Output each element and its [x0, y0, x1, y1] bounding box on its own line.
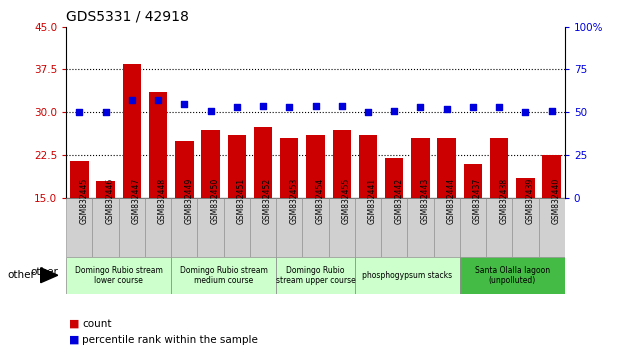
Point	[74, 110, 85, 115]
Bar	[306, 135, 325, 198]
Bar	[171, 198, 198, 257]
Text: GDS5331 / 42918: GDS5331 / 42918	[66, 9, 189, 23]
Text: GSM832440: GSM832440	[551, 178, 560, 224]
Bar	[516, 178, 534, 198]
Bar	[512, 198, 538, 257]
Text: other: other	[7, 270, 35, 280]
Bar	[276, 257, 355, 294]
Text: other: other	[31, 267, 59, 277]
Bar	[66, 257, 171, 294]
Bar	[175, 141, 194, 198]
Bar	[490, 138, 509, 198]
Bar	[460, 198, 486, 257]
Text: Santa Olalla lagoon
(unpolluted): Santa Olalla lagoon (unpolluted)	[475, 266, 550, 285]
Text: GSM832437: GSM832437	[473, 178, 482, 224]
Text: Domingo Rubio stream
lower course: Domingo Rubio stream lower course	[75, 266, 163, 285]
Bar	[333, 130, 351, 198]
Bar	[119, 198, 145, 257]
Bar	[97, 181, 115, 198]
Bar	[433, 198, 460, 257]
Text: GSM832449: GSM832449	[184, 178, 193, 224]
Bar	[198, 198, 223, 257]
Text: phosphogypsum stacks: phosphogypsum stacks	[362, 271, 452, 280]
Text: ■: ■	[69, 335, 80, 345]
Point	[494, 104, 504, 110]
Bar	[93, 198, 119, 257]
Bar	[329, 198, 355, 257]
Text: GSM832443: GSM832443	[420, 178, 430, 224]
Bar	[276, 198, 302, 257]
Bar	[171, 257, 276, 294]
Text: GSM832439: GSM832439	[526, 178, 534, 224]
Text: GSM832453: GSM832453	[289, 178, 298, 224]
Point	[284, 104, 294, 110]
Point	[521, 110, 531, 115]
Text: GSM832447: GSM832447	[132, 178, 141, 224]
Bar	[122, 64, 141, 198]
Bar	[381, 198, 408, 257]
Bar	[460, 257, 565, 294]
Bar	[145, 198, 171, 257]
Text: GSM832438: GSM832438	[499, 178, 508, 224]
Point	[442, 106, 452, 112]
Bar	[408, 198, 433, 257]
Bar	[250, 198, 276, 257]
Text: GSM832454: GSM832454	[316, 178, 324, 224]
Text: GSM832450: GSM832450	[211, 178, 220, 224]
Text: GSM832452: GSM832452	[263, 178, 272, 224]
Bar	[355, 257, 460, 294]
Text: percentile rank within the sample: percentile rank within the sample	[82, 335, 258, 345]
Bar	[538, 198, 565, 257]
Bar	[280, 138, 298, 198]
Point	[468, 104, 478, 110]
Bar	[66, 198, 93, 257]
Point	[179, 101, 189, 107]
Text: GSM832442: GSM832442	[394, 178, 403, 224]
Text: GSM832445: GSM832445	[80, 178, 88, 224]
Text: GSM832446: GSM832446	[105, 178, 115, 224]
Bar	[486, 198, 512, 257]
Text: Domingo Rubio
stream upper course: Domingo Rubio stream upper course	[276, 266, 355, 285]
Bar	[411, 138, 430, 198]
Text: GSM832455: GSM832455	[342, 178, 351, 224]
Point	[206, 108, 216, 114]
Bar	[385, 158, 403, 198]
Bar	[70, 161, 88, 198]
Bar	[228, 135, 246, 198]
Point	[337, 103, 347, 108]
Text: Domingo Rubio stream
medium course: Domingo Rubio stream medium course	[180, 266, 268, 285]
Point	[415, 104, 425, 110]
Bar	[254, 127, 272, 198]
Point	[153, 98, 163, 103]
Bar	[355, 198, 381, 257]
Bar	[359, 135, 377, 198]
Bar	[543, 155, 561, 198]
Point	[258, 103, 268, 108]
Text: GSM832448: GSM832448	[158, 178, 167, 224]
Bar	[464, 164, 482, 198]
Polygon shape	[40, 268, 58, 282]
Bar	[223, 198, 250, 257]
Text: GSM832451: GSM832451	[237, 178, 246, 224]
Point	[100, 110, 110, 115]
Point	[363, 110, 373, 115]
Bar	[437, 138, 456, 198]
Point	[546, 108, 557, 114]
Point	[310, 103, 321, 108]
Point	[389, 108, 399, 114]
Bar	[149, 92, 167, 198]
Text: count: count	[82, 319, 112, 329]
Bar	[302, 198, 329, 257]
Text: GSM832441: GSM832441	[368, 178, 377, 224]
Text: ■: ■	[69, 319, 80, 329]
Text: GSM832444: GSM832444	[447, 178, 456, 224]
Point	[232, 104, 242, 110]
Point	[127, 98, 137, 103]
Bar	[201, 130, 220, 198]
